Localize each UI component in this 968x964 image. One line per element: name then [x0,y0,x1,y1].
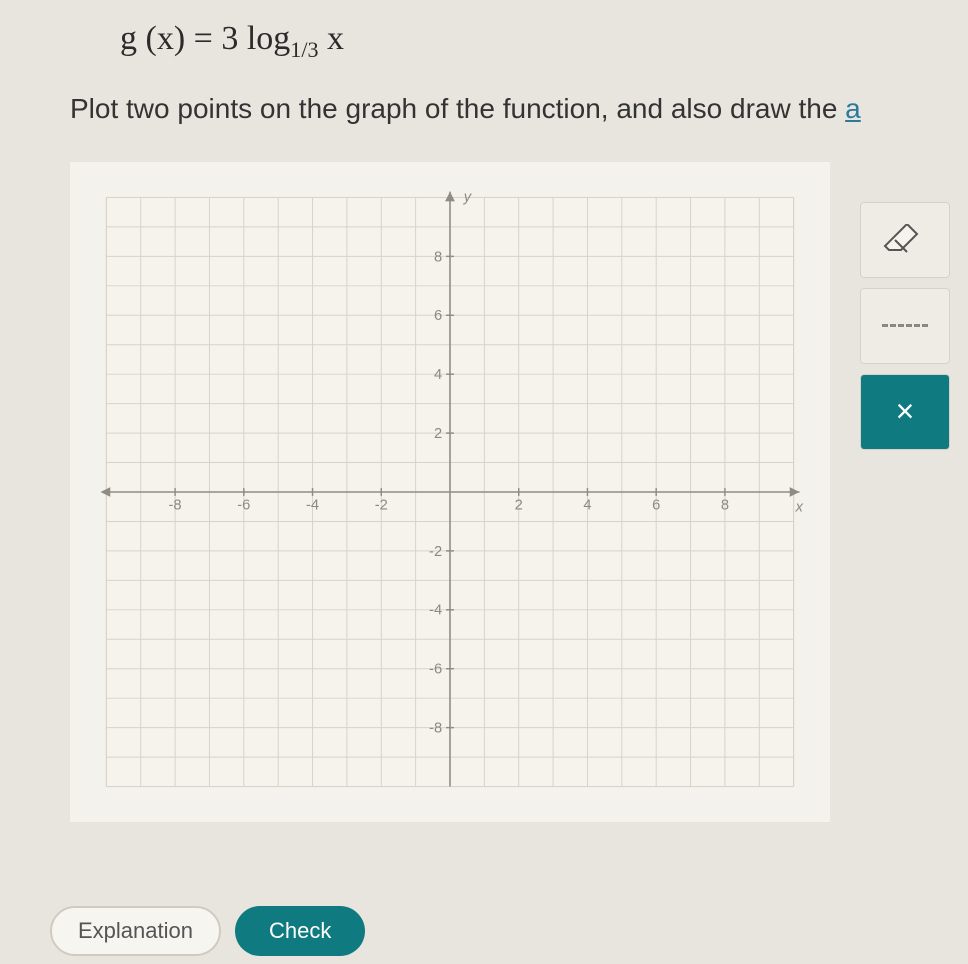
clear-tool[interactable]: × [860,374,950,450]
graph-canvas[interactable]: -8-6-4-224688642-2-4-6-8yx [70,162,830,822]
svg-text:6: 6 [652,498,660,514]
svg-text:-8: -8 [169,498,182,514]
problem-content: g (x) = 3 log1/3 x Plot two points on th… [0,0,968,822]
svg-text:-8: -8 [429,721,442,737]
eq-base: 1/3 [290,37,318,62]
svg-text:-6: -6 [429,662,442,678]
eq-coef: 3 [221,20,238,57]
toolbox: × [860,202,950,450]
footer-buttons: Explanation Check [50,906,365,956]
svg-text:2: 2 [515,498,523,514]
function-equation: g (x) = 3 log1/3 x [120,20,968,63]
asymptote-link[interactable]: a [845,93,861,124]
dashed-line-tool[interactable] [860,288,950,364]
eraser-icon [883,224,927,256]
svg-text:-2: -2 [429,544,442,560]
explanation-button[interactable]: Explanation [50,906,221,956]
svg-text:2: 2 [434,426,442,442]
eraser-tool[interactable] [860,202,950,278]
close-icon: × [896,393,915,430]
svg-text:-4: -4 [306,498,319,514]
eq-fn: g [120,20,137,57]
eq-var: x [157,20,174,57]
svg-text:8: 8 [721,498,729,514]
svg-text:4: 4 [434,367,442,383]
instruction-text: Plot two points on the graph of the func… [70,89,968,128]
eq-op: log [247,20,290,57]
check-button[interactable]: Check [235,906,365,956]
eq-arg: x [327,20,344,57]
svg-text:-4: -4 [429,603,442,619]
instruction-prefix: Plot two points on the graph of the func… [70,93,845,124]
svg-text:6: 6 [434,308,442,324]
svg-text:8: 8 [434,249,442,265]
svg-text:x: x [795,500,804,516]
svg-text:-2: -2 [375,498,388,514]
svg-text:-6: -6 [237,498,250,514]
svg-text:4: 4 [583,498,591,514]
coordinate-grid: -8-6-4-224688642-2-4-6-8yx [76,168,824,816]
dashed-icon [882,324,928,327]
